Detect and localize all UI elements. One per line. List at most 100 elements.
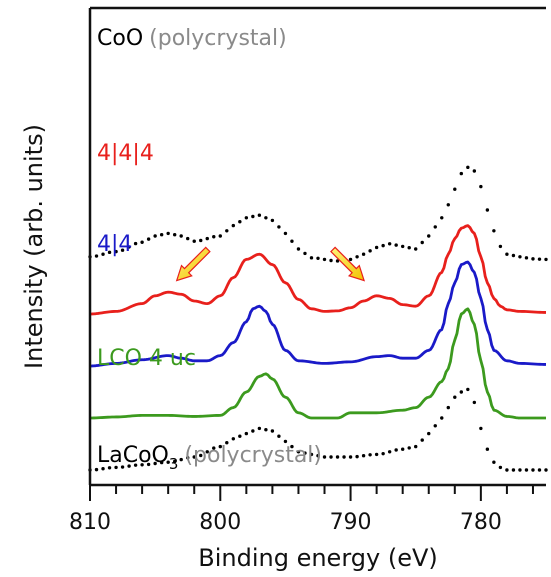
- data-point: [140, 240, 144, 244]
- data-point: [114, 465, 118, 470]
- data-point: [231, 437, 236, 441]
- data-point: [212, 446, 216, 450]
- series-line-4-4-4: [89, 224, 547, 316]
- data-point: [120, 248, 125, 252]
- data-point: [225, 229, 229, 233]
- series-label-suffix: (polycrystal): [149, 26, 287, 51]
- data-point: [251, 214, 255, 219]
- data-point: [400, 447, 405, 451]
- data-point: [394, 448, 398, 452]
- data-point: [498, 244, 503, 249]
- data-point: [329, 455, 333, 459]
- data-point: [348, 455, 353, 459]
- y-axis-title: Intensity (arb. units): [20, 124, 48, 369]
- data-point: [498, 465, 503, 470]
- plot-area: [88, 165, 548, 472]
- x-tick-label: 780: [460, 510, 502, 535]
- data-point: [355, 454, 359, 459]
- data-point: [335, 455, 340, 459]
- data-point: [316, 256, 320, 260]
- data-point: [257, 213, 262, 217]
- data-point: [427, 431, 431, 436]
- data-point: [531, 468, 535, 472]
- data-point: [179, 457, 183, 462]
- data-point: [374, 452, 379, 457]
- data-point: [407, 446, 411, 450]
- annotation-arrow: [175, 246, 211, 282]
- axes: 810 800 790 780: [69, 6, 546, 535]
- data-point: [172, 233, 177, 237]
- data-point: [374, 245, 379, 250]
- data-point: [459, 390, 464, 394]
- data-point: [348, 257, 353, 262]
- data-point: [257, 426, 262, 431]
- data-point: [544, 257, 548, 262]
- data-point: [420, 438, 424, 442]
- data-point: [296, 247, 301, 251]
- data-point: [394, 243, 398, 247]
- series-label-coo: CoO (polycrystal): [97, 26, 287, 51]
- data-point: [127, 245, 131, 249]
- data-point: [492, 460, 496, 464]
- data-point: [101, 252, 105, 256]
- data-point: [335, 259, 340, 263]
- data-point: [179, 234, 183, 238]
- data-point: [120, 465, 125, 469]
- data-point: [387, 242, 392, 246]
- data-point: [159, 460, 164, 465]
- data-point: [433, 225, 437, 229]
- data-point: [270, 218, 275, 223]
- data-point: [244, 216, 249, 220]
- data-point: [231, 223, 236, 228]
- series-line-lco-4-uc: [89, 307, 546, 420]
- data-point: [264, 428, 268, 432]
- data-point: [492, 229, 496, 233]
- data-point: [238, 434, 242, 438]
- data-point: [264, 216, 268, 220]
- series-label-4-4-4: 4|4|4: [97, 141, 154, 166]
- data-point: [518, 468, 522, 472]
- data-point: [205, 236, 209, 241]
- series-label-subscript: 3: [169, 455, 179, 473]
- x-axis-title: Binding energy (eV): [198, 544, 437, 572]
- data-point: [511, 468, 516, 472]
- data-point: [238, 220, 242, 224]
- data-point: [153, 461, 157, 466]
- data-point: [159, 233, 164, 237]
- data-point: [453, 187, 457, 191]
- data-point: [283, 231, 288, 236]
- data-point: [290, 444, 294, 449]
- data-point: [361, 252, 366, 256]
- data-point: [127, 464, 131, 468]
- data-point: [485, 447, 490, 451]
- data-point: [322, 455, 327, 459]
- data-point: [94, 254, 99, 258]
- data-point: [511, 253, 516, 258]
- data-point: [186, 236, 190, 241]
- series-label-name: CoO: [97, 26, 143, 51]
- data-point: [101, 467, 105, 471]
- data-point: [531, 257, 535, 261]
- data-point: [387, 450, 392, 454]
- data-point: [420, 240, 424, 245]
- data-point: [277, 225, 281, 229]
- data-point: [186, 456, 190, 460]
- data-point: [192, 239, 196, 243]
- data-point: [114, 249, 118, 254]
- data-point: [107, 250, 112, 255]
- data-point: [453, 395, 457, 399]
- data-point: [361, 454, 366, 458]
- data-point: [518, 255, 522, 259]
- data-point: [427, 234, 431, 238]
- data-point: [166, 460, 170, 464]
- data-point: [446, 203, 450, 207]
- data-point: [524, 468, 529, 472]
- data-point: [368, 453, 372, 457]
- series-label-lacoo: LaCoO3 (polycrystal): [97, 443, 322, 473]
- data-point: [316, 454, 320, 458]
- data-point: [290, 239, 294, 243]
- data-point: [303, 251, 307, 256]
- data-point: [544, 468, 548, 472]
- data-point: [166, 231, 170, 236]
